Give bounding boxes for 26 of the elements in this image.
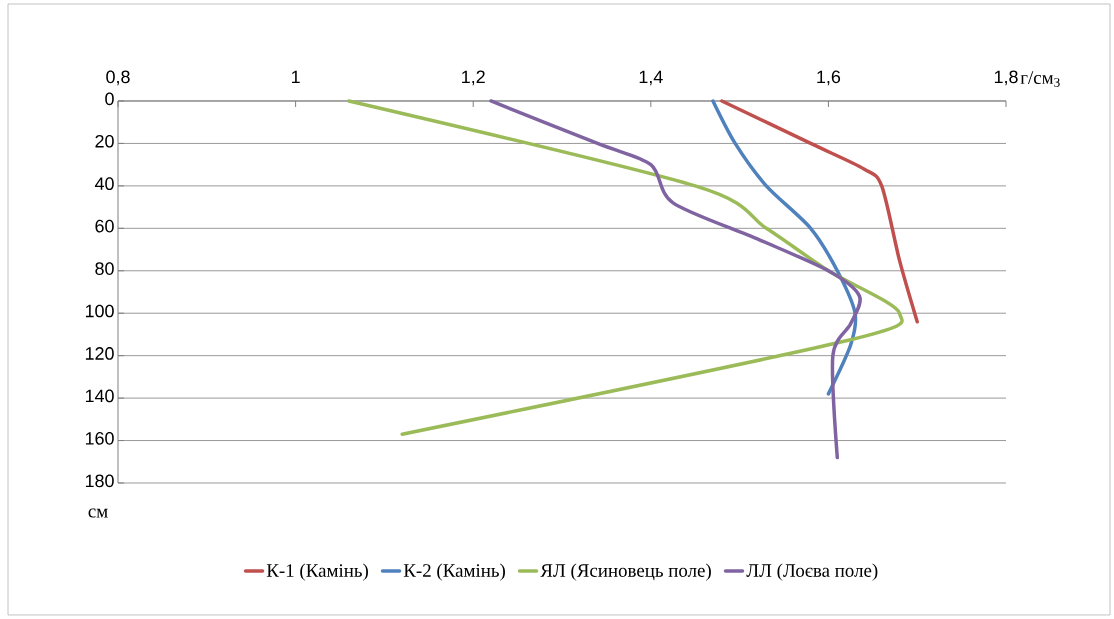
line-series	[711, 99, 858, 396]
y-tick-label: 160	[85, 432, 114, 445]
line-series	[489, 99, 862, 460]
x-tick-label: 1,2	[462, 70, 485, 86]
y-tick-label: 0	[105, 92, 114, 106]
x-tick-label: 1,6	[817, 70, 841, 86]
x-tick-label: 0,8	[106, 70, 130, 86]
x-tick-label: 1,4	[639, 70, 663, 86]
legend-label: ЯЛ (Ясиновець поле)	[540, 563, 711, 581]
x-tick-label: 1	[291, 70, 300, 83]
y-tick-label: 40	[94, 177, 114, 191]
y-tick-label: 120	[85, 347, 114, 360]
y-tick-label: 180	[85, 474, 114, 488]
y-tick-label: 100	[85, 304, 114, 318]
y-tick-label: 140	[85, 389, 114, 403]
line-series	[347, 99, 903, 436]
y-tick-label: 80	[95, 262, 114, 275]
legend-label: К-1 (Камінь)	[266, 563, 368, 581]
y-tick-label: 20	[95, 134, 114, 148]
x-tick-label: 1,8	[994, 70, 1018, 86]
y-tick-label: 60	[95, 219, 114, 233]
legend-label: К-2 (Камінь)	[403, 563, 505, 581]
x-axis-title: г/см$_{3}$	[1020, 71, 1060, 87]
legend-label: ЛЛ (Лоєва поле)	[746, 563, 878, 581]
y-axis-title: см	[88, 508, 108, 518]
line-series	[720, 99, 919, 324]
